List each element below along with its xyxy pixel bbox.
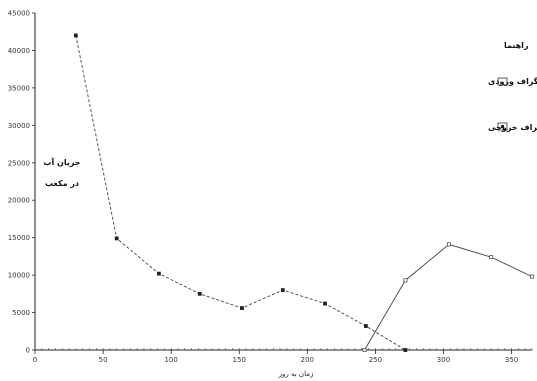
series-1-point — [323, 301, 327, 306]
y-axis: 0 5000 10000 15000 20000 25000 30000 35000 40000… — [8, 10, 36, 355]
series-1-point — [280, 288, 285, 292]
legend-label-outflow: نارهیدروگراف خروجی — [488, 122, 537, 132]
y-tick-label: 15000 — [8, 234, 30, 242]
legend-title: راهنما — [504, 41, 529, 50]
y-tick-label: 45000 — [8, 10, 30, 18]
y-tick-label: 20000 — [8, 197, 30, 205]
y-tick-label: 30000 — [8, 122, 30, 130]
y-tick-label: 5000 — [12, 309, 30, 317]
x-tick-label: 300 — [437, 356, 450, 364]
x-tick-label: 350 — [505, 356, 518, 364]
series-1-point — [157, 271, 161, 276]
series-layer — [73, 33, 534, 352]
x-tick-label: 100 — [164, 356, 177, 364]
series-0-point — [530, 274, 534, 279]
x-tick-label: 250 — [369, 356, 382, 364]
x-axis: 0 50 100 150 200 250 300 350 — [33, 348, 533, 364]
series-1-point — [197, 291, 202, 296]
legend-label-inflow: نارهیدروگراف ورودی — [488, 76, 537, 86]
y-tick-label: 35000 — [8, 84, 30, 92]
legend: راهنما نارهیدروگراف ورودی نارهیدروگراف خ… — [488, 41, 537, 132]
legend-marker-inflow — [497, 77, 508, 86]
x-tick-label: 150 — [233, 356, 246, 364]
legend-marker-outflow-fill — [501, 125, 504, 128]
series-0-point — [403, 278, 408, 283]
series-0-point — [489, 255, 494, 260]
series-1-point — [240, 306, 244, 310]
series-1-point — [403, 348, 408, 352]
series-1-point — [73, 33, 78, 38]
series-1-point — [114, 236, 119, 241]
plot-area — [35, 13, 532, 350]
x-tick-label: 200 — [301, 356, 314, 364]
y-tick-label: 10000 — [8, 272, 30, 280]
y-tick-label: 40000 — [8, 47, 30, 55]
series-1-point — [363, 324, 368, 328]
series-0-point — [447, 242, 451, 247]
y-axis-label-line-2: در مکعب — [45, 179, 79, 188]
x-axis-label: زمان به روز — [278, 370, 314, 378]
series-0-point — [362, 348, 367, 352]
y-tick-label: 0 — [26, 347, 30, 355]
x-tick-label: 50 — [99, 356, 108, 364]
y-axis-label-line-1: جریان آب — [43, 157, 80, 167]
y-tick-label: 25000 — [8, 159, 30, 167]
x-tick-label: 0 — [33, 356, 37, 364]
